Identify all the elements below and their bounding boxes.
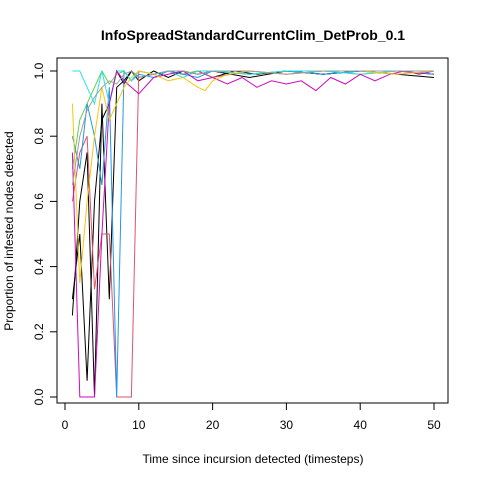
series-line-6 xyxy=(72,70,434,106)
y-tick-label: 0.8 xyxy=(32,128,46,145)
series-line-7 xyxy=(71,69,435,398)
x-axis: 0 10 20 30 40 50 xyxy=(62,402,441,432)
y-tick-label: 0.2 xyxy=(32,323,46,340)
y-tick-label: 0.4 xyxy=(32,258,46,275)
y-axis: 0.0 0.2 0.4 0.6 0.8 1.0 xyxy=(32,62,58,405)
y-axis-title: Proportion of infested nodes detected xyxy=(2,131,16,330)
series-line-2 xyxy=(71,69,435,381)
series-line-4 xyxy=(71,69,434,169)
x-tick-label: 40 xyxy=(354,418,368,432)
y-tick-label: 1.0 xyxy=(32,62,46,79)
series-line-8 xyxy=(71,70,435,283)
y-tick-label: 0.0 xyxy=(32,388,46,405)
series-line-9 xyxy=(71,70,434,186)
series-layer xyxy=(71,69,435,398)
x-tick-label: 20 xyxy=(206,418,220,432)
y-tick-label: 0.6 xyxy=(32,193,46,210)
x-tick-label: 10 xyxy=(132,418,146,432)
x-tick-label: 30 xyxy=(280,418,294,432)
series-line-3 xyxy=(71,70,434,398)
series-line-1 xyxy=(71,70,435,398)
chart-title: InfoSpreadStandardCurrentClim_DetProb_0.… xyxy=(101,27,405,43)
x-tick-label: 0 xyxy=(62,418,69,432)
x-tick-label: 50 xyxy=(427,418,441,432)
series-line-5 xyxy=(71,69,435,398)
x-axis-title: Time since incursion detected (timesteps… xyxy=(143,452,364,466)
